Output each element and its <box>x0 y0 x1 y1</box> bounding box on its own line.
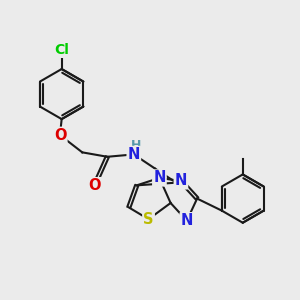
Text: N: N <box>181 213 193 228</box>
Text: N: N <box>175 173 187 188</box>
Text: N: N <box>153 170 166 185</box>
Text: N: N <box>128 147 140 162</box>
Text: H: H <box>131 139 141 152</box>
Text: Cl: Cl <box>54 43 69 57</box>
Text: O: O <box>54 128 66 143</box>
Text: S: S <box>143 212 154 227</box>
Text: O: O <box>88 178 101 193</box>
